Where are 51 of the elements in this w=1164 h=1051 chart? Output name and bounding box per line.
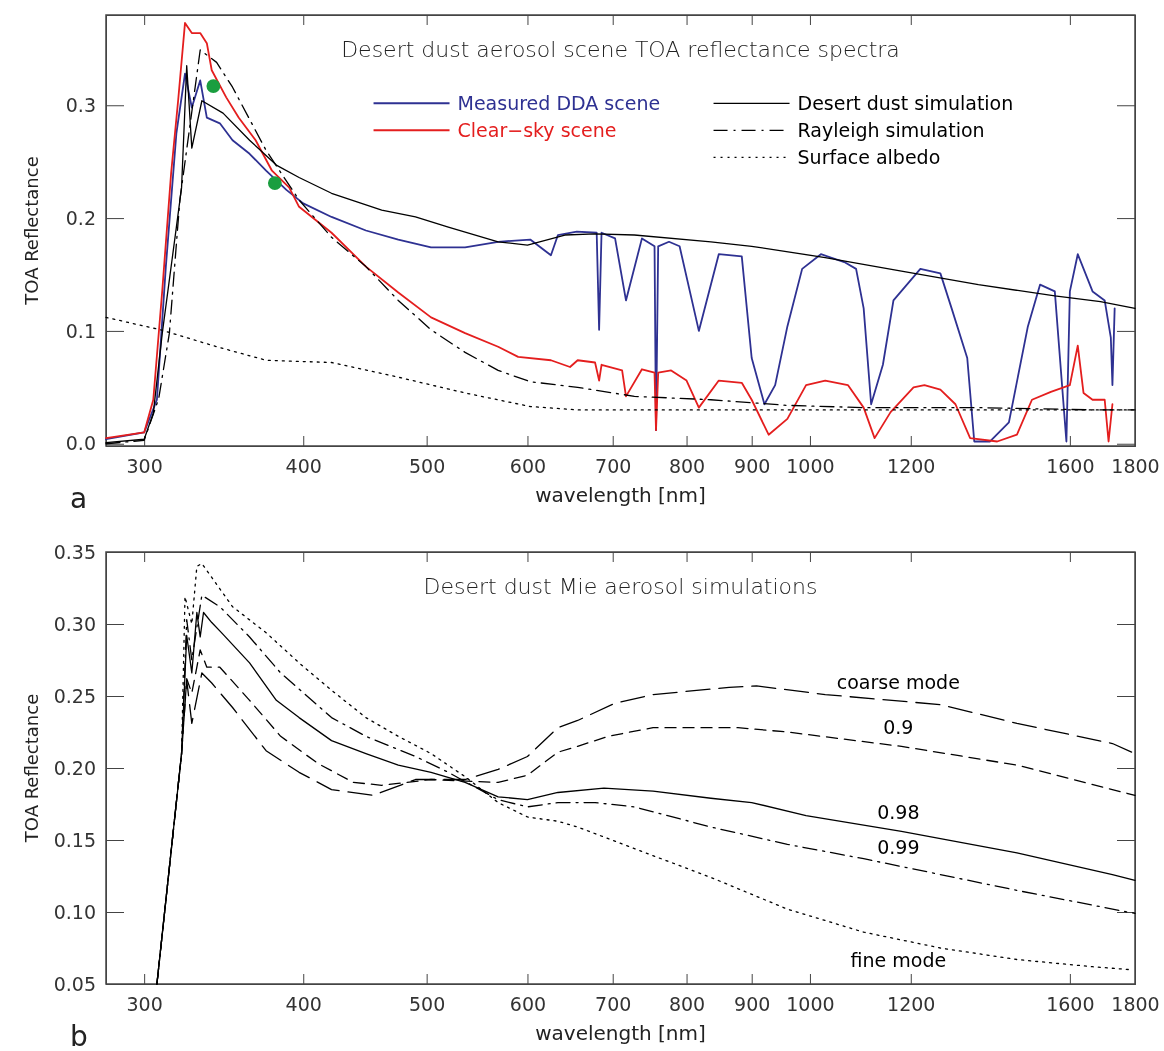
- series-label: fine mode: [850, 949, 947, 972]
- x-tick-label: 1800: [1111, 455, 1160, 478]
- y-axis-title: TOA Reflectance: [21, 156, 42, 306]
- x-tick-label: 900: [734, 993, 771, 1016]
- x-tick-label: 900: [734, 455, 771, 478]
- x-tick-label: 300: [126, 455, 163, 478]
- x-tick-label: 800: [668, 993, 706, 1016]
- y-tick-label: 0.3: [65, 93, 96, 116]
- x-tick-label: 700: [595, 993, 632, 1016]
- x-axis-title: wavelength [nm]: [535, 1021, 706, 1045]
- y-axis-title: TOA Reflectance: [21, 693, 42, 844]
- y-tick-label: 0.2: [65, 206, 96, 229]
- x-tick-label: 1200: [887, 455, 936, 478]
- x-tick-label: 1000: [786, 993, 835, 1016]
- series-label: 0.99: [877, 835, 920, 858]
- x-tick-label: 1200: [887, 993, 936, 1016]
- legend-label: Rayleigh simulation: [797, 119, 985, 142]
- x-tick-label: 700: [595, 455, 632, 478]
- legend-label: Measured DDA scene: [457, 92, 661, 115]
- y-tick-label: 0.35: [53, 540, 96, 563]
- y-tick-label: 0.30: [53, 612, 96, 635]
- y-tick-label: 0.10: [53, 900, 96, 923]
- y-tick-label: 0.15: [53, 828, 96, 851]
- x-tick-label: 1800: [1111, 993, 1160, 1016]
- x-tick-label: 800: [668, 455, 706, 478]
- y-tick-label: 0.20: [53, 756, 96, 779]
- x-tick-label: 400: [285, 993, 322, 1016]
- x-tick-label: 600: [509, 455, 547, 478]
- legend-label: Surface albedo: [797, 146, 941, 169]
- x-tick-label: 500: [409, 993, 446, 1016]
- text: a: [70, 482, 88, 515]
- x-axis-title: wavelength [nm]: [535, 483, 706, 507]
- x-tick-label: 1600: [1046, 455, 1095, 478]
- text: Desert dust aerosol scene TOA reflectance spectra: [341, 37, 900, 62]
- y-tick-label: 0.25: [53, 684, 96, 707]
- x-tick-label: 1000: [786, 455, 835, 478]
- legend-label: Clear−sky scene: [457, 119, 617, 142]
- y-tick-label: 0.1: [65, 319, 96, 342]
- x-tick-label: 300: [126, 993, 163, 1016]
- y-tick-label: 0.0: [65, 432, 96, 455]
- series-label: coarse mode: [836, 670, 960, 693]
- x-tick-label: 600: [509, 993, 547, 1016]
- x-tick-label: 500: [409, 455, 446, 478]
- legend-label: Desert dust simulation: [797, 92, 1014, 115]
- series-label: 0.98: [877, 800, 920, 823]
- x-tick-label: 1600: [1046, 993, 1095, 1016]
- text: Desert dust Mie aerosol simulations: [423, 574, 818, 599]
- y-tick-label: 0.05: [53, 972, 96, 995]
- series-label: 0.9: [883, 716, 914, 738]
- x-tick-label: 400: [285, 455, 322, 478]
- text: b: [70, 1020, 88, 1051]
